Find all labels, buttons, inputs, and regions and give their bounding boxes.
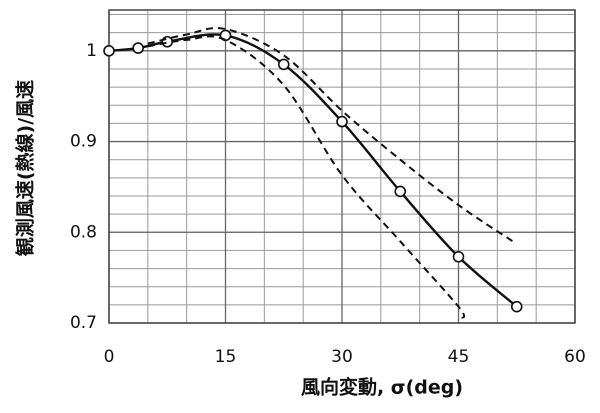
x-tick-label: 0 xyxy=(104,347,115,367)
data-point xyxy=(336,115,348,128)
series-line xyxy=(108,33,518,308)
y-tick-label: 1 xyxy=(86,41,97,61)
y-tick-label: 0.7 xyxy=(70,313,97,333)
y-tick-label: 0.9 xyxy=(70,132,97,152)
x-axis-label: 風向変動, σ(deg) xyxy=(301,376,463,399)
y-tick-label: 0.8 xyxy=(70,222,97,242)
series-line xyxy=(147,27,514,243)
x-tick-label: 15 xyxy=(215,347,237,367)
data-point xyxy=(103,45,115,57)
plot-frame xyxy=(108,9,576,324)
x-tick-label: 60 xyxy=(564,347,586,367)
y-axis-label: 観測風速(熱線)/風速 xyxy=(14,80,37,256)
series-line xyxy=(147,35,466,319)
data-point xyxy=(277,58,290,71)
data-point xyxy=(510,300,523,313)
data-point xyxy=(394,185,407,198)
data-point xyxy=(452,250,465,263)
x-tick-label: 45 xyxy=(448,347,470,367)
x-tick-label: 30 xyxy=(331,347,353,367)
data-point xyxy=(132,42,144,54)
data-point xyxy=(161,35,174,48)
